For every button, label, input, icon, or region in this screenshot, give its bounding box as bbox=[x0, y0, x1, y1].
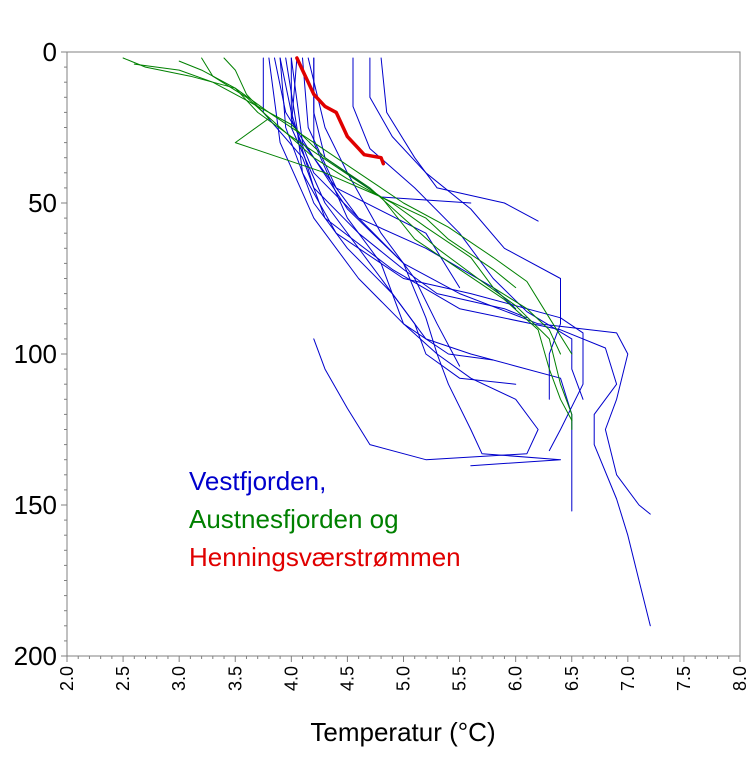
x-tick-label: 6.0 bbox=[506, 666, 526, 691]
series-line-austnesfjorden-18 bbox=[178, 60, 573, 421]
x-tick-label: 7.5 bbox=[674, 666, 694, 691]
series-line-vestfjorden-4 bbox=[274, 57, 651, 515]
x-tick-label: 8.0 bbox=[730, 666, 750, 691]
x-tick-label: 2.5 bbox=[113, 666, 133, 691]
x-tick-label: 6.5 bbox=[562, 666, 582, 691]
x-tick-label: 4.0 bbox=[281, 666, 301, 691]
y-axis: 0 50 100 150 200 bbox=[14, 37, 67, 671]
x-tick-label: 5.0 bbox=[394, 666, 414, 691]
series-line-austnesfjorden-20 bbox=[223, 57, 517, 289]
series-line-austnesfjorden-16 bbox=[122, 57, 573, 355]
x-tick-label: 2.0 bbox=[57, 666, 77, 691]
series-line-vestfjorden-8 bbox=[380, 57, 539, 222]
series-line-vestfjorden-13 bbox=[290, 57, 573, 512]
x-tick-label: 4.5 bbox=[337, 666, 357, 691]
y-tick-label: 100 bbox=[14, 339, 57, 369]
legend: Vestfjorden, Austnesfjorden og Henningsvær… bbox=[189, 466, 461, 572]
series-line-vestfjorden-9 bbox=[279, 57, 528, 319]
series-line-vestfjorden-2 bbox=[290, 57, 517, 310]
series-line-austnesfjorden-19 bbox=[201, 57, 561, 355]
y-tick-label: 150 bbox=[14, 490, 57, 520]
x-tick-label: 3.0 bbox=[169, 666, 189, 691]
series-line-vestfjorden-5 bbox=[262, 57, 651, 627]
y-tick-label: 0 bbox=[43, 37, 57, 67]
legend-entry: Henningsværstrømmen bbox=[189, 542, 461, 572]
x-axis-label: Temperatur (°C) bbox=[310, 717, 495, 747]
legend-entry: Vestfjorden, bbox=[189, 466, 326, 496]
series-line-vestfjorden-3 bbox=[285, 57, 584, 452]
x-axis: 2.0 2.5 3.0 3.5 4.0 4.5 5.0 5.5 6.0 6.5 7.0 7.5 8.0 bbox=[57, 656, 750, 691]
series-layer bbox=[122, 56, 651, 627]
series-line-austnesfjorden-17 bbox=[133, 63, 573, 430]
y-tick-label: 200 bbox=[14, 641, 57, 671]
x-tick-label: 5.5 bbox=[450, 666, 470, 691]
series-line-henningsværstrømmen-21 bbox=[295, 56, 386, 166]
x-tick-label: 3.5 bbox=[225, 666, 245, 691]
legend-entry: Austnesfjorden og bbox=[189, 504, 399, 534]
series-line-vestfjorden-10 bbox=[307, 57, 461, 367]
series-line-vestfjorden-7 bbox=[369, 57, 561, 400]
series-line-vestfjorden-6 bbox=[352, 57, 584, 400]
y-tick-label: 50 bbox=[28, 188, 57, 218]
series-line-vestfjorden-15 bbox=[268, 57, 539, 461]
series-line-vestfjorden-14 bbox=[313, 57, 494, 361]
series-line-vestfjorden-0 bbox=[313, 57, 472, 204]
x-tick-label: 7.0 bbox=[618, 666, 638, 691]
